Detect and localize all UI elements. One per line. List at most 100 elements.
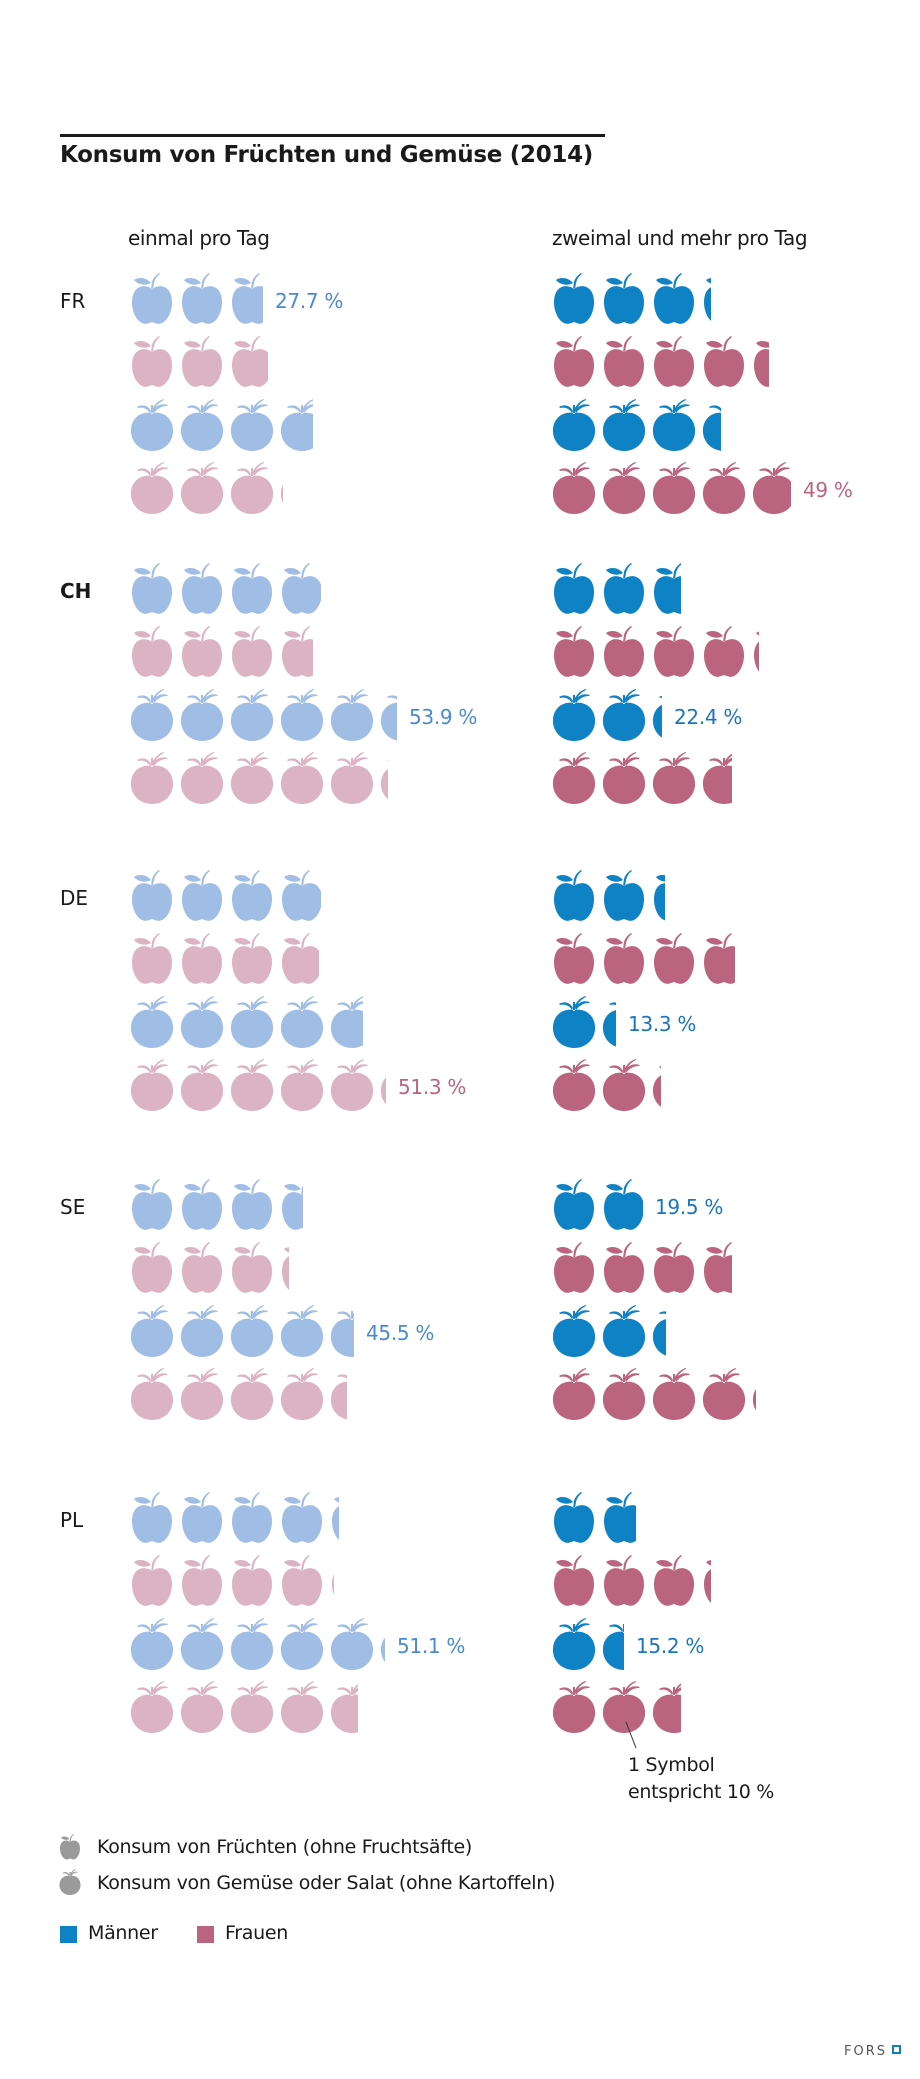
tomato-icon-ch-einmal-women bbox=[180, 752, 223, 804]
apple-icon-ch-zweimal-men bbox=[604, 563, 644, 614]
value-label-de-einmal: 51.3 % bbox=[398, 1075, 467, 1099]
title-rule bbox=[60, 134, 605, 137]
apple-icon-ch-zweimal-men bbox=[654, 563, 681, 614]
apple-icon-pl-zweimal-women bbox=[554, 1555, 594, 1606]
apple-icon-pl-zweimal-women bbox=[604, 1555, 644, 1606]
tomato-icon-ch-einmal-women bbox=[380, 759, 388, 800]
tomato-icon-ch-zweimal-women bbox=[652, 752, 695, 804]
tomato-icon-fr-zweimal-men bbox=[702, 405, 721, 451]
tomato-icon-se-zweimal-men bbox=[552, 1305, 595, 1357]
tomato-icon-pl-einmal-men bbox=[130, 1618, 173, 1670]
apple-icon-se-einmal-men bbox=[182, 1179, 222, 1230]
apple-icon-ch-zweimal-women bbox=[554, 626, 594, 677]
apple-icon-ch-einmal-women bbox=[182, 626, 222, 677]
apple-icon-ch-einmal-women bbox=[282, 626, 313, 677]
tomato-icon-pl-einmal-men bbox=[230, 1618, 273, 1670]
tomato-icon-se-einmal-women bbox=[130, 1368, 173, 1420]
legend-tomato-icon bbox=[59, 1869, 81, 1895]
apple-icon-se-zweimal-women bbox=[704, 1242, 732, 1293]
apple-icon-fr-zweimal-women bbox=[604, 336, 644, 387]
tomato-icon-ch-einmal-women bbox=[230, 752, 273, 804]
apple-icon-se-einmal-women bbox=[182, 1242, 222, 1293]
tomato-icon-ch-zweimal-men bbox=[602, 689, 645, 741]
country-label-fr: FR bbox=[60, 289, 86, 313]
tomato-icon-de-einmal-men bbox=[130, 996, 173, 1048]
apple-icon-fr-zweimal-women bbox=[754, 341, 769, 387]
apple-icon-fr-einmal-men bbox=[132, 273, 172, 324]
apple-icon-pl-einmal-women bbox=[232, 1555, 272, 1606]
country-label-pl: PL bbox=[60, 1508, 84, 1532]
tomato-icon-pl-einmal-women bbox=[330, 1683, 358, 1733]
tomato-icon-de-einmal-women bbox=[180, 1059, 223, 1111]
apple-icon-fr-zweimal-men bbox=[704, 278, 711, 321]
apple-icon-fr-zweimal-women bbox=[704, 336, 744, 387]
annotation-equals-text: entspricht 10 % bbox=[628, 1781, 774, 1803]
apple-icon-fr-einmal-women bbox=[232, 336, 268, 387]
tomato-icon-se-einmal-men bbox=[280, 1305, 323, 1357]
tomato-icon-se-zweimal-men bbox=[652, 1311, 666, 1356]
tomato-icon-pl-einmal-men bbox=[180, 1618, 223, 1670]
tomato-icon-de-einmal-men bbox=[230, 996, 273, 1048]
tomato-icon-fr-zweimal-men bbox=[652, 399, 695, 451]
apple-icon-ch-einmal-men bbox=[282, 563, 321, 614]
tomato-icon-pl-einmal-women bbox=[130, 1681, 173, 1733]
value-label-ch-einmal: 53.9 % bbox=[409, 705, 478, 729]
tomato-icon-se-zweimal-women bbox=[602, 1368, 645, 1420]
tomato-icon-se-zweimal-women bbox=[752, 1389, 756, 1411]
apple-icon-ch-zweimal-women bbox=[604, 626, 644, 677]
apple-icon-pl-zweimal-men bbox=[554, 1492, 594, 1543]
apple-icon-de-einmal-men bbox=[182, 870, 222, 921]
apple-icon-se-einmal-men bbox=[132, 1179, 172, 1230]
tomato-icon-pl-einmal-men bbox=[380, 1637, 385, 1662]
legend-men-label: Männer bbox=[88, 1922, 158, 1944]
tomato-icon-fr-einmal-women bbox=[230, 462, 273, 514]
value-label-se-einmal: 45.5 % bbox=[366, 1321, 435, 1345]
apple-icon-ch-zweimal-men bbox=[554, 563, 594, 614]
tomato-icon-fr-zweimal-men bbox=[602, 399, 645, 451]
tomato-icon-de-einmal-women bbox=[230, 1059, 273, 1111]
value-label-fr-einmal: 27.7 % bbox=[275, 289, 344, 313]
apple-icon-fr-einmal-men bbox=[232, 273, 263, 324]
apple-icon-se-einmal-men bbox=[282, 1184, 303, 1230]
tomato-icon-ch-zweimal-women bbox=[602, 752, 645, 804]
tomato-icon-ch-einmal-men bbox=[230, 689, 273, 741]
apple-icon-se-einmal-women bbox=[132, 1242, 172, 1293]
apple-icon-de-einmal-women bbox=[182, 933, 222, 984]
apple-icon-fr-zweimal-men bbox=[554, 273, 594, 324]
tomato-icon-ch-zweimal-men bbox=[652, 695, 662, 738]
tomato-icon-fr-einmal-men bbox=[230, 399, 273, 451]
tomato-icon-fr-einmal-men bbox=[280, 399, 313, 451]
tomato-icon-se-einmal-men bbox=[230, 1305, 273, 1357]
apple-icon-ch-einmal-men bbox=[132, 563, 172, 614]
apple-icon-de-einmal-women bbox=[132, 933, 172, 984]
tomato-icon-fr-einmal-men bbox=[130, 399, 173, 451]
column-header-einmal: einmal pro Tag bbox=[128, 226, 270, 250]
apple-icon-de-zweimal-men bbox=[604, 870, 644, 921]
apple-icon-de-einmal-women bbox=[232, 933, 272, 984]
tomato-icon-fr-einmal-men bbox=[180, 399, 223, 451]
tomato-icon-pl-einmal-women bbox=[280, 1681, 323, 1733]
tomato-icon-ch-einmal-women bbox=[280, 752, 323, 804]
legend-vegetable-label: Konsum von Gemüse oder Salat (ohne Karto… bbox=[97, 1872, 556, 1894]
tomato-icon-ch-einmal-men bbox=[280, 689, 323, 741]
tomato-icon-se-einmal-women bbox=[280, 1368, 323, 1420]
apple-icon-pl-zweimal-women bbox=[704, 1560, 711, 1603]
value-label-pl-einmal: 51.1 % bbox=[397, 1634, 466, 1658]
tomato-icon-ch-einmal-men bbox=[380, 695, 397, 741]
apple-icon-ch-einmal-men bbox=[232, 563, 272, 614]
tomato-icon-de-einmal-men bbox=[180, 996, 223, 1048]
tomato-icon-se-einmal-women bbox=[230, 1368, 273, 1420]
country-label-ch: CH bbox=[60, 579, 92, 603]
tomato-icon-ch-zweimal-women bbox=[702, 753, 732, 804]
apple-icon-ch-einmal-men bbox=[182, 563, 222, 614]
apple-icon-se-zweimal-men bbox=[604, 1179, 643, 1230]
apple-icon-de-zweimal-women bbox=[554, 933, 594, 984]
tomato-icon-se-einmal-women bbox=[330, 1374, 347, 1420]
apple-icon-se-zweimal-women bbox=[604, 1242, 644, 1293]
tomato-icon-ch-einmal-men bbox=[180, 689, 223, 741]
tomato-icon-pl-einmal-men bbox=[280, 1618, 323, 1670]
apple-icon-se-zweimal-women bbox=[654, 1242, 694, 1293]
tomato-icon-ch-einmal-men bbox=[330, 689, 373, 741]
tomato-icon-pl-zweimal-men bbox=[552, 1618, 595, 1670]
tomato-icon-pl-zweimal-women bbox=[652, 1683, 681, 1733]
